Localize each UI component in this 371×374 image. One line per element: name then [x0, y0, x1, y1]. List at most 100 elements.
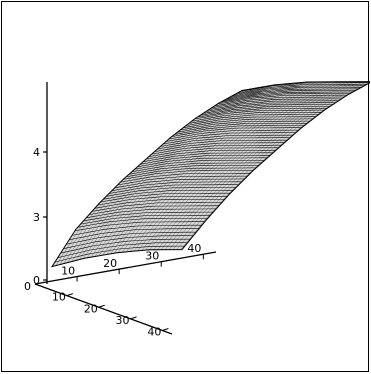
surface-mesh-line — [149, 81, 340, 250]
surface-mesh-line — [153, 81, 344, 250]
y-tick — [66, 293, 74, 297]
surface-mesh-line — [123, 170, 254, 180]
surface-mesh-line — [174, 125, 305, 135]
surface-mesh-line — [71, 224, 202, 236]
surface-mesh-line — [117, 175, 248, 186]
surface-mesh-line — [128, 165, 259, 175]
surface-mesh-line — [171, 127, 302, 137]
surface-mesh-line — [145, 81, 336, 251]
surface-mesh-line — [90, 84, 282, 258]
x-tick-label: 10 — [61, 265, 75, 278]
surface-mesh-line — [102, 83, 293, 256]
y-tick-label: 40 — [147, 326, 161, 339]
surface-mesh-line — [168, 129, 299, 140]
surface-mesh-line — [83, 211, 214, 222]
surface-mesh-line — [163, 134, 294, 145]
surface-mesh-line — [55, 89, 246, 266]
surface-mesh-line — [143, 152, 274, 162]
surface-mesh-line — [114, 82, 305, 254]
surface-mesh-line — [97, 195, 228, 206]
x-tick-label: 20 — [103, 257, 117, 270]
surface-mesh-line — [185, 116, 316, 126]
surface-mesh-line — [60, 238, 191, 254]
surface-mesh-line — [222, 91, 354, 102]
surface-mesh-line — [168, 81, 360, 250]
surface-mesh-line — [183, 118, 314, 129]
surface-mesh-line — [180, 120, 311, 131]
surface-mesh-line — [77, 218, 208, 228]
surface-mesh-line — [118, 81, 309, 253]
surface-mesh-line — [194, 109, 325, 120]
surface-mesh-line — [146, 149, 277, 160]
surface-mesh-line — [51, 90, 243, 267]
y-tick-label: 30 — [116, 314, 130, 327]
surface-mesh-line — [154, 142, 285, 152]
surface-mesh-line — [160, 137, 291, 147]
surface-mesh-line — [188, 114, 319, 124]
surface-mesh-line — [86, 84, 278, 259]
surface-mesh-line — [137, 157, 268, 167]
surface-mesh-line — [177, 123, 308, 133]
surface-mesh-line — [106, 187, 237, 197]
surface-mesh-line — [165, 132, 296, 142]
surface-mesh-line — [228, 88, 359, 98]
surface-mesh-line — [71, 86, 262, 262]
surface-mesh-line — [133, 81, 324, 252]
surface-mesh-line — [100, 192, 231, 203]
surface-mesh-line — [134, 160, 265, 170]
surface-mesh-line — [234, 85, 365, 95]
surface-mesh-line — [200, 106, 331, 116]
surface-mesh-line — [211, 98, 342, 109]
surface-mesh-line — [122, 81, 313, 253]
surface-mesh-line — [172, 81, 363, 250]
surface-mesh-line — [69, 228, 200, 241]
surface-mesh-line — [220, 93, 351, 103]
surface-mesh-line — [148, 147, 279, 157]
surface-mesh — [50, 81, 370, 268]
x-tick-label: 40 — [187, 242, 201, 255]
surface-mesh-line — [205, 102, 336, 112]
surface-mesh-line — [59, 89, 250, 265]
surface-mesh-line — [83, 84, 274, 259]
surface-mesh-line — [151, 144, 282, 155]
surface-mesh-line — [103, 190, 234, 200]
surface-mesh-line — [74, 221, 205, 232]
surface-mesh-line — [231, 87, 362, 97]
y-tick-label: 20 — [84, 302, 98, 315]
surface-mesh-line — [126, 167, 257, 178]
surface-mesh-line — [214, 96, 345, 107]
surface-mesh-line — [225, 90, 356, 100]
surface-mesh-line — [91, 202, 222, 212]
surface-mesh-line — [114, 178, 245, 189]
surface-mesh-line — [106, 82, 297, 255]
surface-mesh-line — [157, 81, 348, 250]
surface-mesh-line — [140, 155, 271, 165]
surface-mesh-line — [86, 208, 217, 219]
axes — [34, 82, 217, 335]
origin-label: 0 — [24, 280, 31, 293]
surface-mesh-line — [110, 82, 301, 254]
surface-mesh-line — [63, 88, 254, 264]
z-tick-label: 4 — [33, 146, 40, 159]
surface-mesh-line — [75, 86, 266, 261]
surface-mesh-line — [240, 82, 370, 92]
surface-mesh-line — [176, 81, 367, 250]
surface-mesh-line — [54, 245, 185, 263]
surface-mesh-line — [66, 231, 197, 245]
y-tick — [98, 304, 105, 308]
surface-mesh-line — [79, 85, 270, 260]
surface-mesh-line — [125, 81, 317, 253]
z-tick-label: 0 — [33, 274, 40, 287]
surface-mesh-line — [217, 94, 348, 105]
z-tick-label: 3 — [33, 211, 40, 224]
surface-mesh-line — [191, 112, 322, 122]
surface-mesh-line — [197, 107, 328, 118]
surface-mesh-line — [108, 184, 240, 194]
y-tick — [130, 316, 137, 320]
y-tick — [162, 328, 169, 331]
surface-mesh-line — [129, 81, 321, 252]
y-tick-label: 10 — [52, 291, 66, 304]
